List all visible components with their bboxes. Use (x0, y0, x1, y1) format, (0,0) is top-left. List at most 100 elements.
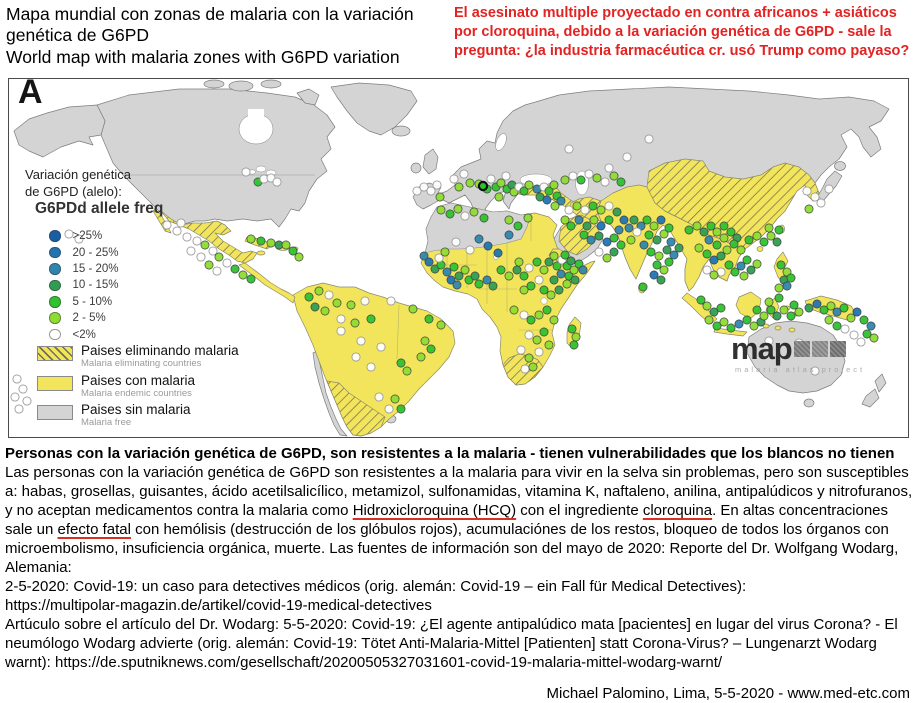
g6pd-data-point (496, 178, 506, 188)
g6pd-data-point (64, 229, 74, 239)
g6pd-data-point (580, 205, 590, 215)
g6pd-data-point (560, 250, 570, 260)
g6pd-data-point (526, 315, 536, 325)
g6pd-data-point (477, 180, 489, 192)
g6pd-data-point (869, 333, 879, 343)
g6pd-data-point (709, 255, 719, 265)
g6pd-data-point (656, 275, 666, 285)
g6pd-data-point (856, 337, 866, 347)
g6pd-data-point (246, 234, 256, 244)
g6pd-data-point (604, 163, 614, 173)
article-heading: Personas con la variación genética de G6… (5, 445, 895, 462)
g6pd-data-point (656, 215, 666, 225)
g6pd-data-point (512, 265, 522, 275)
map-watermark: map malaria atlas project (731, 333, 865, 374)
g6pd-data-point (74, 234, 84, 244)
g6pd-data-point (483, 241, 493, 251)
g6pd-data-point (866, 321, 876, 331)
g6pd-data-point (564, 144, 574, 154)
g6pd-legend-label: 20 - 25% (72, 246, 119, 259)
g6pd-data-point (426, 344, 436, 354)
g6pd-data-point (294, 252, 304, 262)
g6pd-data-point (659, 229, 669, 239)
g6pd-data-point (196, 252, 206, 262)
g6pd-data-point (200, 240, 210, 250)
g6pd-data-point (626, 235, 636, 245)
g6pd-data-point (764, 336, 774, 346)
g6pd-data-point (532, 257, 542, 267)
g6pd-data-point (709, 307, 719, 317)
g6pd-data-point (204, 260, 214, 270)
g6pd-data-point (722, 245, 732, 255)
g6pd-data-point (542, 195, 552, 205)
g6pd-data-point (222, 258, 232, 268)
map-watermark-square-icon (829, 340, 846, 357)
map-watermark-square-icon (811, 340, 828, 357)
g6pd-data-point (12, 374, 22, 384)
g6pd-data-point (493, 248, 503, 258)
g6pd-data-point (674, 243, 684, 253)
g6pd-data-point (742, 315, 752, 325)
g6pd-data-point (849, 330, 859, 340)
g6pd-data-point (638, 282, 648, 292)
paragraph-text: con el ingrediente (516, 502, 643, 519)
g6pd-legend-row: 10 - 15% (49, 277, 119, 293)
g6pd-data-point (619, 215, 629, 225)
g6pd-legend-row: 5 - 10% (49, 294, 119, 310)
g6pd-data-point (596, 221, 606, 231)
article-paragraph-2: Artúculo sobre el artículo del Dr. Wodar… (5, 616, 898, 671)
g6pd-legend-label: <2% (72, 328, 96, 341)
red-underlined-term: Hidroxicloroquina (HCQ) (352, 502, 517, 519)
red-underlined-term: efecto fatal (57, 521, 131, 538)
g6pd-data-point (539, 327, 549, 337)
warning-text: El asesinato multiple proyectado en cont… (454, 5, 910, 59)
g6pd-data-point (474, 279, 484, 289)
g6pd-data-point (445, 209, 455, 219)
g6pd-data-point (350, 318, 360, 328)
g6pd-data-point (586, 235, 596, 245)
paragraph-text: . En altas concentraciones sale un (5, 502, 888, 538)
g6pd-data-point (435, 192, 445, 202)
g6pd-data-point (749, 321, 759, 331)
g6pd-data-point (452, 280, 462, 290)
g6pd-data-point (729, 239, 739, 249)
g6pd-data-point (724, 260, 734, 270)
g6pd-data-point (214, 252, 224, 262)
g6pd-data-point (424, 257, 434, 267)
g6pd-legend-dot-swatch (49, 328, 61, 341)
g6pd-data-point (351, 352, 361, 362)
g6pd-data-point (544, 340, 554, 350)
g6pd-data-point (436, 205, 446, 215)
g6pd-data-point (588, 201, 598, 211)
g6pd-data-point (336, 326, 346, 336)
g6pd-data-point (764, 223, 774, 233)
g6pd-data-point (18, 384, 28, 394)
g6pd-data-point (772, 311, 782, 321)
g6pd-data-point (832, 321, 842, 331)
g6pd-data-point (746, 265, 756, 275)
g6pd-data-point (460, 211, 470, 221)
g6pd-data-point (336, 314, 346, 324)
g6pd-data-point (408, 304, 418, 314)
g6pd-legend-row: <2% (49, 326, 119, 342)
g6pd-data-point (566, 221, 576, 231)
g6pd-data-point (666, 237, 676, 247)
g6pd-data-point (10, 392, 20, 402)
g6pd-data-point (238, 270, 248, 280)
g6pd-data-point (589, 215, 599, 225)
map-watermark-subtext: malaria atlas project (735, 365, 866, 374)
g6pd-data-point (449, 174, 459, 184)
map-watermark-text: map (731, 331, 793, 366)
g6pd-data-point (644, 134, 654, 144)
malaria-legend-swatch-free (37, 405, 73, 421)
page-title-es: Mapa mundial con zonas de malaria con la… (6, 4, 414, 46)
g6pd-data-point (549, 275, 559, 285)
g6pd-data-point (609, 233, 619, 243)
g6pd-data-point (432, 180, 442, 190)
g6pd-data-point (14, 404, 24, 414)
article-source-url: https://multipolar-magazin.de/artikel/co… (5, 597, 432, 614)
malaria-legend-row: Paises eliminando malaria Malaria elimina… (37, 343, 239, 370)
g6pd-data-point (486, 174, 496, 184)
g6pd-data-point (22, 396, 32, 406)
g6pd-data-point (534, 310, 544, 320)
